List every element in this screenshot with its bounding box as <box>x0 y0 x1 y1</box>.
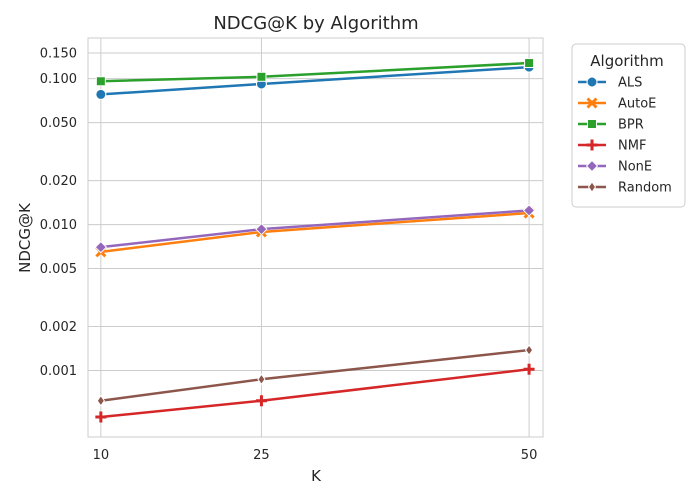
legend-marker-none <box>585 159 599 173</box>
data-point-bpr <box>524 58 535 69</box>
legend-item-none: NonE <box>578 160 652 175</box>
x-tick-label: 25 <box>253 448 270 463</box>
data-point-none <box>94 240 108 254</box>
legend-label-autoe: AutoE <box>618 97 656 112</box>
legend-item-random: Random <box>578 181 672 196</box>
data-point-random <box>96 394 105 407</box>
plot-frame <box>87 37 544 438</box>
legend-label-random: Random <box>618 181 672 196</box>
y-tick-label: 0.100 <box>40 72 77 87</box>
marker-shape <box>255 222 268 236</box>
marker-shape <box>95 76 106 87</box>
y-tick-label: 0.002 <box>40 320 77 335</box>
marker-shape <box>96 394 105 407</box>
legend-label-nmf: NMF <box>618 139 646 154</box>
data-point-nmf <box>255 395 267 407</box>
legend: Algorithm ALS AutoE BPR NMF NonE Random <box>571 43 686 208</box>
x-tick-label: 50 <box>521 448 538 463</box>
axis-layer: 10 25 50 0.001 0.002 0.005 0.010 0.020 0.050 0.10… <box>40 37 544 463</box>
marker-shape <box>586 76 598 88</box>
marker-shape <box>256 71 267 82</box>
legend-item-autoe: AutoE <box>578 97 656 112</box>
legend-marker-nmf <box>586 139 598 151</box>
legend-label-none: NonE <box>618 160 652 175</box>
marker-stroke <box>586 97 598 109</box>
marker-shape <box>524 58 535 69</box>
data-point-none <box>522 204 536 217</box>
data-point-bpr <box>95 76 106 87</box>
data-point-random <box>524 344 534 356</box>
marker-shape <box>522 204 536 217</box>
chart-title: NDCG@K by Algorithm <box>213 13 418 34</box>
series-layer <box>94 58 536 423</box>
legend-marker-bpr <box>587 119 597 129</box>
y-tick-label: 0.150 <box>40 46 77 61</box>
series-none <box>94 204 536 254</box>
series-bpr <box>95 58 535 87</box>
legend-item-bpr: BPR <box>578 118 644 133</box>
x-axis-title: K <box>311 467 322 485</box>
legend-item-nmf: NMF <box>578 139 646 154</box>
y-tick-label: 0.005 <box>40 262 77 277</box>
marker-shape <box>524 344 534 356</box>
data-point-nmf <box>523 363 535 375</box>
x-tick-label: 10 <box>93 448 110 463</box>
data-point-random <box>257 373 266 386</box>
legend-marker-autoe <box>586 97 598 109</box>
y-tick-label: 0.020 <box>40 174 77 189</box>
series-nmf <box>95 363 535 423</box>
marker-shape <box>587 119 597 129</box>
y-tick-label: 0.050 <box>40 116 77 131</box>
legend-items: ALS AutoE BPR NMF NonE Random <box>578 76 672 196</box>
data-point-als <box>95 88 107 100</box>
marker-shape <box>257 373 266 386</box>
legend-marker-random <box>587 181 597 193</box>
y-tick-label: 0.001 <box>40 364 77 379</box>
y-tick-label: 0.010 <box>40 218 77 233</box>
data-point-bpr <box>256 71 267 82</box>
legend-title: Algorithm <box>590 52 663 70</box>
marker-shape <box>94 240 108 254</box>
marker-shape <box>95 88 107 100</box>
grid-layer <box>88 38 543 437</box>
marker-shape <box>587 181 597 193</box>
data-point-nmf <box>95 411 107 423</box>
y-axis-title: NDCG@K <box>16 202 34 273</box>
legend-item-als: ALS <box>578 76 642 91</box>
plot-area <box>88 38 543 437</box>
legend-label-bpr: BPR <box>618 118 644 133</box>
series-random <box>96 344 534 407</box>
legend-marker-als <box>586 76 598 88</box>
data-point-none <box>255 222 268 236</box>
legend-label-als: ALS <box>618 76 642 91</box>
marker-shape <box>585 159 599 173</box>
